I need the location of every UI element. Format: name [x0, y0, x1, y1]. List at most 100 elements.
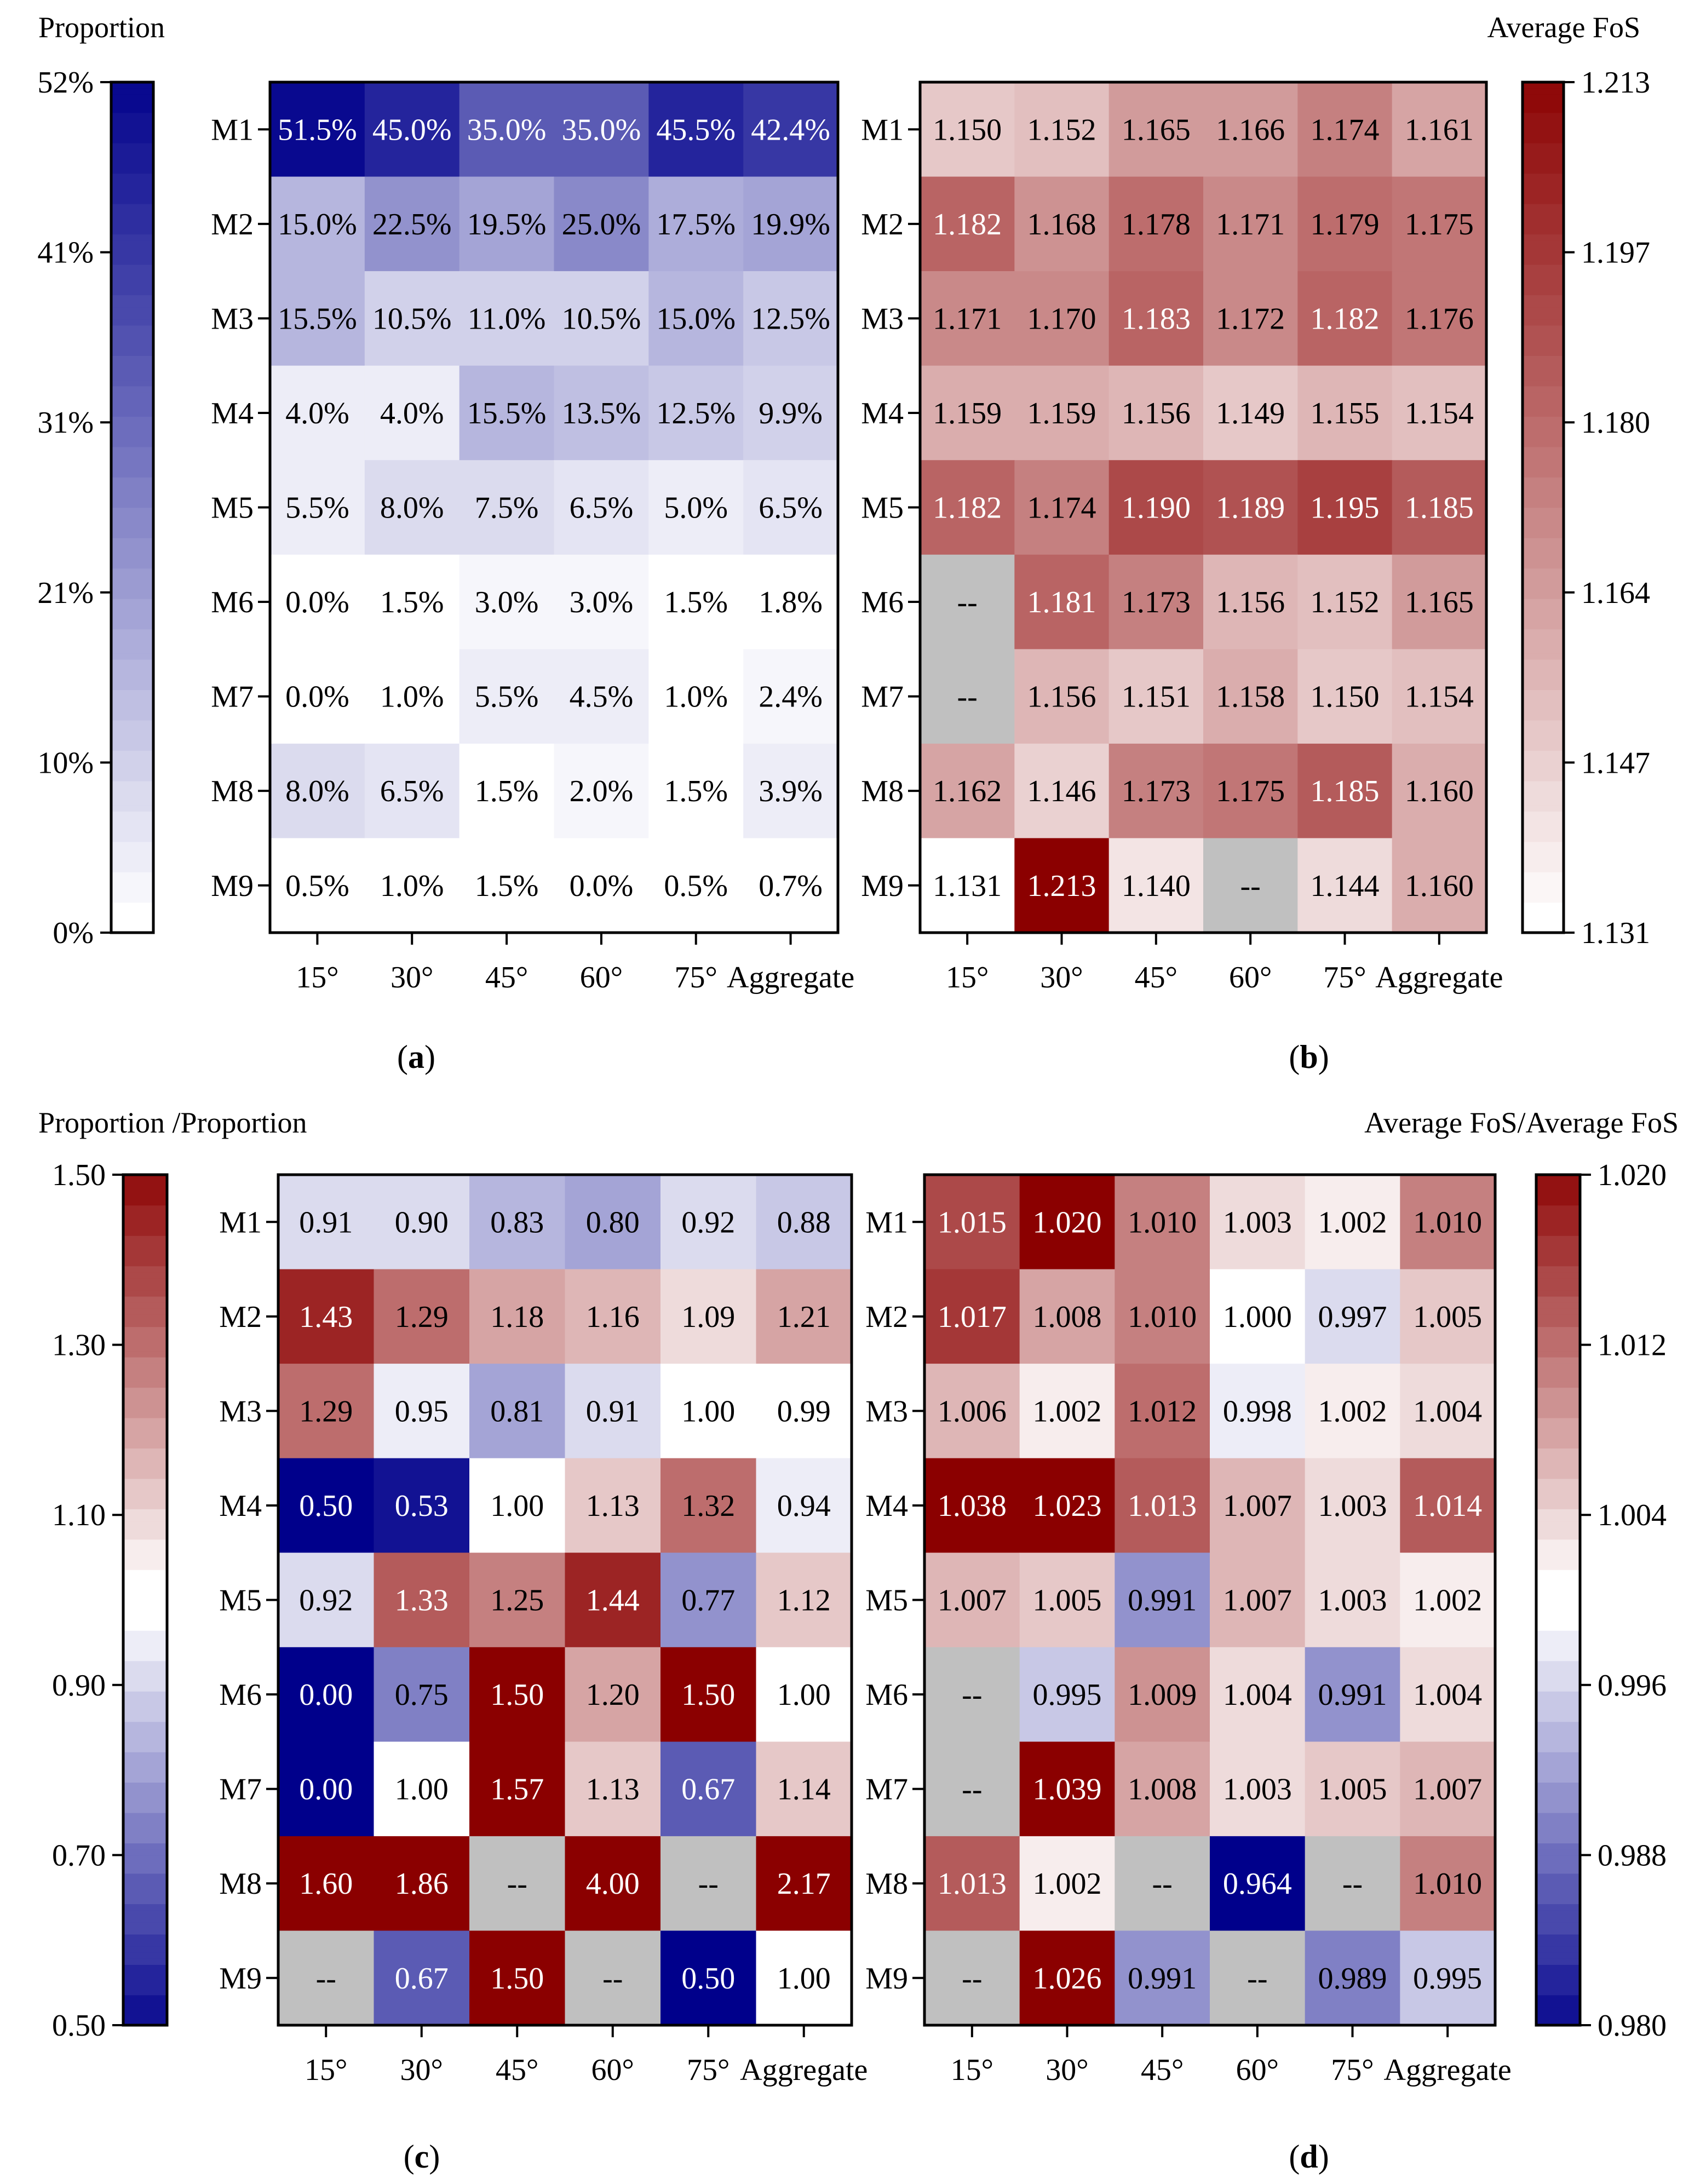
- y-tick-label: M7: [211, 680, 254, 714]
- panel-label-letter: c: [415, 2139, 429, 2175]
- heatmap-cell: [756, 1553, 852, 1648]
- cell-label: 12.5%: [656, 396, 736, 430]
- heatmap-cell: [1400, 1553, 1496, 1648]
- colorbar-segment: [1523, 325, 1564, 332]
- heatmap-cell: [1108, 82, 1204, 177]
- colorbar-segment: [111, 853, 153, 860]
- colorbar-segment: [1523, 428, 1564, 435]
- x-tick-label: 75°: [675, 961, 717, 995]
- colorbar-segment: [1523, 720, 1564, 727]
- colorbar-segment: [111, 872, 153, 878]
- cell-label: 1.005: [1033, 1584, 1102, 1618]
- heatmap-cell: [1305, 1836, 1400, 1932]
- heatmap-cell: [660, 1175, 757, 1270]
- colorbar-segment: [1523, 203, 1564, 210]
- cell-label: 0.67: [681, 1773, 735, 1807]
- colorbar-segment: [1523, 537, 1564, 544]
- colorbar-segment: [1536, 1891, 1580, 1898]
- colorbar-segment: [1536, 1976, 1580, 1984]
- colorbar-segment: [1523, 289, 1564, 296]
- cell-label: 1.009: [1128, 1678, 1197, 1712]
- colorbar-segment: [1523, 392, 1564, 399]
- colorbar-segment: [1523, 847, 1564, 854]
- heatmap-cell: [374, 1175, 470, 1270]
- heatmap-cell: [565, 1553, 661, 1648]
- colorbar-segment: [1536, 1442, 1580, 1449]
- colorbar-segment: [111, 847, 153, 854]
- colorbar-segment: [1523, 264, 1564, 271]
- heatmap-cell: [1400, 1930, 1496, 2026]
- colorbar-segment: [111, 149, 153, 156]
- cell-label: 1.023: [1033, 1489, 1102, 1523]
- cell-label: 1.154: [1405, 680, 1474, 714]
- cell-label: 2.17: [777, 1867, 831, 1901]
- colorbar-segment: [123, 1922, 167, 1929]
- colorbar-segment: [1523, 82, 1564, 89]
- heatmap-cell: [364, 838, 460, 933]
- colorbar-segment: [123, 1788, 167, 1795]
- colorbar-segment: [111, 209, 153, 216]
- colorbar-segment: [1536, 1739, 1580, 1746]
- colorbar-segment: [123, 1928, 167, 1935]
- heatmap-cell: [565, 1364, 661, 1459]
- heatmap-cell: [374, 1836, 470, 1932]
- colorbar-segment: [111, 501, 153, 508]
- cell-label: 1.173: [1122, 585, 1191, 619]
- colorbar-segment: [1536, 1248, 1580, 1255]
- heatmap-cell: [469, 1647, 566, 1742]
- colorbar-segment: [123, 1879, 167, 1886]
- colorbar-segment: [123, 1193, 167, 1200]
- colorbar-segment: [123, 1557, 167, 1564]
- colorbar-segment: [123, 1976, 167, 1984]
- cell-label: 1.159: [933, 396, 1002, 430]
- colorbar-segment: [111, 544, 153, 550]
- colorbar-segment: [111, 653, 153, 660]
- cell-label: 1.152: [1027, 113, 1096, 147]
- heatmap-cell: [554, 82, 649, 177]
- x-tick-label: 60°: [1236, 2053, 1279, 2087]
- colorbar-segment: [111, 537, 153, 544]
- heatmap-cell: [648, 82, 744, 177]
- colorbar-segment: [111, 373, 153, 381]
- heatmap-cell: [1400, 1175, 1496, 1270]
- heatmap-cell: [1297, 176, 1393, 272]
- colorbar-segment: [1536, 1211, 1580, 1218]
- colorbar-segment: [1523, 373, 1564, 381]
- colorbar-segment: [111, 792, 153, 800]
- colorbar-segment: [1536, 1952, 1580, 1959]
- cell-label: 45.5%: [656, 113, 736, 147]
- cell-label: 0.5%: [285, 869, 349, 903]
- cell-label: 13.5%: [562, 396, 641, 430]
- colorbar-segment: [1536, 1478, 1580, 1485]
- colorbar-tick-label: 1.180: [1581, 406, 1650, 440]
- colorbar-segment: [123, 1545, 167, 1552]
- heatmap-cell: [364, 365, 460, 461]
- colorbar-segment: [1523, 780, 1564, 788]
- colorbar-segment: [1536, 1308, 1580, 1315]
- cell-label: 1.160: [1405, 869, 1474, 903]
- cell-label: 1.144: [1311, 869, 1380, 903]
- cell-label: 1.29: [299, 1394, 353, 1428]
- colorbar-segment: [123, 1606, 167, 1613]
- heatmap-cell: [756, 1364, 852, 1459]
- heatmap-cell: [1400, 1742, 1496, 1837]
- heatmap-cell: [565, 1930, 661, 2026]
- colorbar-segment: [111, 835, 153, 842]
- colorbar-segment: [123, 1855, 167, 1862]
- colorbar-segment: [1523, 386, 1564, 393]
- heatmap-cell: [756, 1269, 852, 1364]
- y-tick-label: M2: [211, 208, 254, 242]
- cell-label: 1.002: [1318, 1394, 1387, 1428]
- colorbar-segment: [1536, 1958, 1580, 1965]
- heatmap-cell: [374, 1364, 470, 1459]
- cell-label: 6.5%: [570, 491, 634, 525]
- cell-label: 1.140: [1122, 869, 1191, 903]
- cell-label: 1.174: [1027, 491, 1096, 525]
- heatmap-cell: [920, 82, 1015, 177]
- cell-label: 1.015: [938, 1205, 1007, 1239]
- colorbar-segment: [123, 1478, 167, 1485]
- cell-label: 1.5%: [664, 774, 728, 808]
- colorbar-segment: [1536, 1879, 1580, 1886]
- colorbar-segment: [123, 1350, 167, 1358]
- colorbar-segment: [111, 361, 153, 369]
